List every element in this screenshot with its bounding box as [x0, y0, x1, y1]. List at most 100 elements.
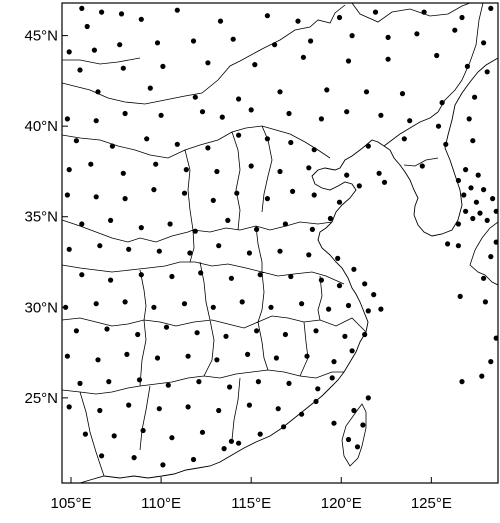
station-point	[363, 89, 370, 95]
station-point	[329, 375, 335, 381]
station-point	[308, 38, 314, 44]
station-point	[407, 118, 413, 124]
station-point	[192, 228, 198, 234]
station-point	[214, 168, 220, 175]
station-point	[248, 107, 254, 113]
station-point	[167, 221, 173, 227]
station-point	[315, 386, 321, 392]
station-point	[104, 326, 110, 332]
station-point	[399, 91, 406, 97]
station-point	[288, 139, 294, 146]
station-point	[306, 165, 312, 171]
station-point	[331, 420, 337, 426]
station-point	[93, 118, 99, 124]
station-point	[362, 331, 368, 338]
station-point	[419, 163, 425, 169]
station-point	[488, 254, 494, 260]
station-point	[109, 143, 115, 149]
station-point	[351, 407, 357, 414]
station-point	[286, 380, 292, 386]
station-point	[120, 65, 126, 71]
station-point	[344, 109, 350, 115]
station-point	[122, 110, 128, 117]
station-point	[345, 302, 352, 309]
station-point	[288, 273, 294, 280]
station-point	[435, 123, 442, 129]
station-point	[300, 54, 306, 60]
station-point	[221, 446, 227, 452]
station-point	[214, 357, 220, 363]
station-point	[376, 170, 382, 176]
japan-island	[469, 221, 498, 286]
station-point	[120, 170, 126, 176]
station-point	[236, 132, 242, 138]
map-frame	[61, 2, 499, 484]
station-point	[365, 395, 371, 401]
station-point	[336, 283, 343, 289]
station-point	[144, 136, 150, 142]
station-point	[349, 348, 355, 354]
station-point	[252, 62, 258, 68]
station-point	[205, 60, 211, 66]
station-point	[117, 42, 123, 48]
station-point	[459, 14, 465, 21]
station-point	[93, 301, 99, 307]
station-point	[313, 328, 319, 334]
station-point	[378, 112, 384, 118]
station-point	[479, 373, 485, 379]
station-point	[93, 194, 99, 200]
station-point	[223, 333, 229, 339]
y-tick-label: 30°N	[24, 299, 58, 316]
station-point	[257, 272, 263, 278]
station-point	[326, 306, 332, 312]
station-point	[277, 89, 283, 95]
station-point	[230, 36, 236, 42]
station-point	[216, 407, 222, 414]
station-point	[190, 456, 197, 463]
station-point	[234, 190, 240, 196]
station-point	[401, 136, 407, 142]
province-boundaries	[62, 57, 367, 477]
station-point	[455, 243, 461, 249]
station-point	[79, 272, 85, 278]
station-point	[108, 217, 114, 223]
station-point	[273, 355, 279, 361]
station-point	[455, 221, 461, 227]
station-point	[66, 246, 72, 252]
station-point	[484, 217, 490, 223]
station-point	[126, 246, 132, 252]
station-point	[219, 114, 225, 120]
station-point	[210, 197, 216, 203]
station-point	[187, 250, 193, 256]
station-point	[360, 422, 366, 428]
station-point	[493, 239, 498, 245]
station-point	[290, 188, 296, 194]
taiwan-island	[341, 403, 367, 467]
station-point	[227, 384, 233, 390]
station-point	[318, 116, 324, 122]
station-point	[345, 58, 352, 64]
station-point	[64, 353, 70, 359]
station-point	[66, 49, 72, 55]
station-point	[439, 100, 445, 106]
station-point	[254, 328, 260, 334]
station-point	[351, 266, 357, 272]
station-point	[443, 141, 449, 147]
dmz-border	[403, 157, 439, 167]
station-point	[194, 330, 200, 336]
station-point	[181, 190, 188, 196]
station-point	[84, 23, 90, 30]
station-point	[421, 9, 427, 15]
station-point	[414, 31, 420, 37]
station-point	[216, 243, 222, 249]
station-point	[464, 63, 470, 69]
station-point	[136, 377, 143, 383]
station-point	[481, 40, 487, 46]
station-point	[66, 167, 72, 173]
station-point	[331, 359, 337, 365]
station-point	[236, 440, 242, 446]
station-point	[217, 18, 224, 24]
station-point	[183, 167, 189, 173]
station-point	[111, 433, 117, 439]
